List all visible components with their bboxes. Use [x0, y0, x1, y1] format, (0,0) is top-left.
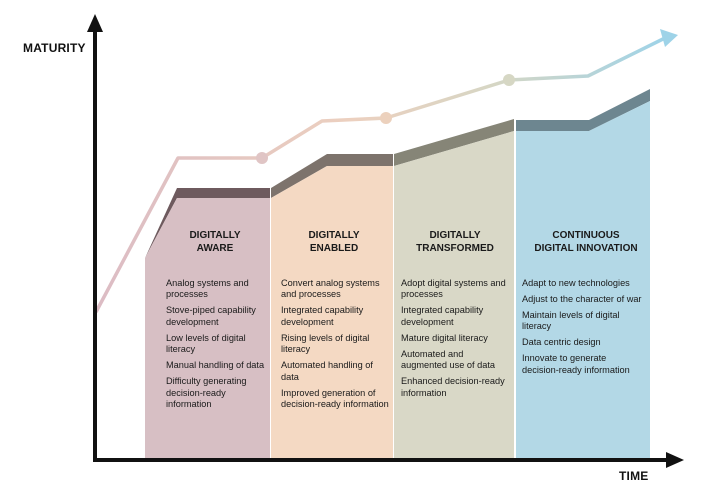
- list-item: Automated and augmented use of data: [401, 348, 495, 371]
- list-item: Adopt digital systems and processes: [401, 278, 506, 300]
- list-item: Adjust to the character of war: [522, 294, 642, 304]
- trend-point: [503, 74, 515, 86]
- list-item: Maintain levels of digital literacy: [522, 310, 620, 332]
- list-item: Manual handling of data: [166, 360, 265, 371]
- y-axis-arrowhead: [87, 14, 103, 32]
- trend-arrowhead: [660, 29, 678, 47]
- stage-items-continuous-digital-innovation: Adapt to new technologies Adjust to the …: [522, 278, 644, 381]
- stage-title-digitally-transformed: DIGITALLY TRANSFORMED: [416, 230, 494, 254]
- list-item: Analog systems and processes: [166, 278, 249, 300]
- list-item: Rising levels of digital literacy: [281, 332, 370, 355]
- list-item: Convert analog systems and processes: [281, 278, 380, 300]
- list-item: Adapt to new technologies: [522, 278, 630, 288]
- list-item: Improved generation of decision-ready in…: [281, 387, 389, 410]
- x-axis-arrowhead: [666, 452, 684, 468]
- stage-items-digitally-enabled: Convert analog systems and processes Int…: [281, 278, 389, 415]
- stage-items-digitally-aware: Analog systems and processes Stove-piped…: [166, 278, 266, 415]
- stage-items-digitally-transformed: Adopt digital systems and processes Inte…: [401, 278, 509, 404]
- list-item: Integrated capability development: [401, 305, 484, 327]
- stage-digitally-transformed: [394, 119, 514, 460]
- x-axis-label: TIME: [619, 469, 649, 483]
- trend-point: [256, 152, 268, 164]
- stage-title-digitally-enabled: DIGITALLY ENABLED: [308, 230, 360, 254]
- list-item: Low levels of digital literacy: [166, 332, 246, 355]
- stage-digitally-aware: [145, 188, 270, 460]
- list-item: Mature digital literacy: [401, 332, 488, 343]
- list-item: Stove-piped capability development: [166, 305, 256, 327]
- list-item: Integrated capability development: [281, 305, 364, 327]
- list-item: Automated handling of data: [281, 360, 373, 382]
- stage-continuous-digital-innovation: [516, 89, 650, 460]
- list-item: Difficulty generating decision-ready inf…: [166, 376, 247, 410]
- y-axis-label: MATURITY: [23, 41, 86, 55]
- trend-point: [380, 112, 392, 124]
- stage-title-continuous-digital-innovation: CONTINUOUS DIGITAL INNOVATION: [534, 230, 638, 254]
- stage-title-digitally-aware: DIGITALLY AWARE: [189, 230, 241, 254]
- maturity-trend-line: [94, 36, 666, 313]
- list-item: Enhanced decision-ready information: [401, 376, 505, 398]
- list-item: Data centric design: [522, 337, 601, 348]
- list-item: Innovate to generate decision-ready info…: [522, 353, 630, 375]
- stage-digitally-enabled: [271, 154, 393, 460]
